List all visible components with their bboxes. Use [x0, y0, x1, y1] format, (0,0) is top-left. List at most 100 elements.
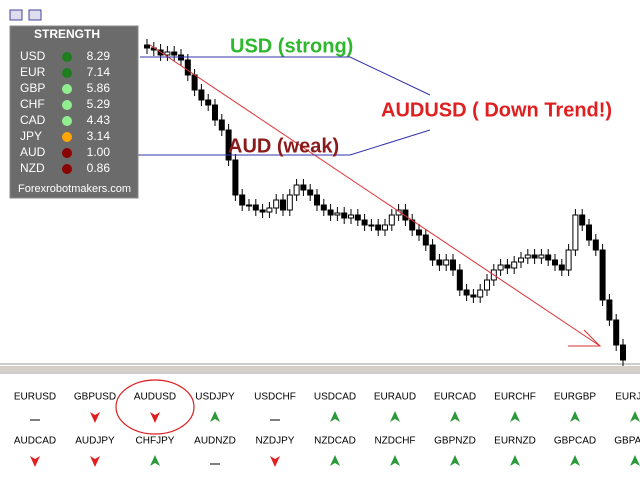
candle [314, 194, 320, 206]
candle [402, 209, 409, 221]
currency: EUR [20, 65, 46, 79]
strength-dot [62, 100, 72, 110]
candle [422, 234, 429, 246]
signal-down [90, 412, 100, 423]
pair-name[interactable]: EURGBP [554, 392, 597, 403]
candle [518, 257, 524, 263]
candle [184, 59, 191, 76]
candle [280, 199, 286, 211]
strength-value: 1.00 [87, 145, 111, 159]
candle [246, 204, 252, 207]
signal-down [90, 456, 100, 467]
pair-name[interactable]: USDCAD [314, 392, 356, 403]
candle [456, 269, 463, 291]
toolbar[interactable] [9, 9, 42, 21]
candle [144, 44, 150, 49]
candle [375, 224, 382, 231]
pair-name[interactable]: EURAUD [374, 392, 416, 403]
pair-name[interactable]: AUDUSD [134, 392, 176, 403]
candle [443, 259, 450, 266]
candle [592, 239, 599, 251]
candle [504, 264, 511, 269]
pair-name[interactable]: NZDCHF [374, 436, 415, 447]
candle [450, 259, 456, 271]
candle [545, 254, 552, 261]
candle [286, 194, 293, 211]
candle [334, 212, 341, 216]
strength-dot [62, 52, 72, 62]
candle [524, 254, 531, 259]
candle [225, 129, 232, 161]
pair-name[interactable]: NZDJPY [256, 436, 295, 447]
candle [388, 214, 395, 226]
signal-down [30, 456, 40, 467]
candle [191, 74, 198, 91]
callout-line [140, 56, 431, 96]
candle [307, 189, 314, 196]
pair-name[interactable]: NZDCAD [314, 436, 356, 447]
candle [300, 184, 307, 191]
pair-name[interactable]: GBPNZD [434, 436, 476, 447]
candle [341, 212, 348, 219]
icon[interactable] [9, 9, 23, 21]
candle [218, 119, 225, 131]
callout-line [137, 129, 431, 156]
pair-name[interactable]: EURCHF [494, 392, 536, 403]
pair-name[interactable]: EURUSD [14, 392, 56, 403]
strength-dot [62, 84, 72, 94]
candle [463, 289, 470, 296]
pair-name[interactable]: AUDCAD [14, 436, 56, 447]
candle [354, 214, 361, 221]
candle [436, 259, 443, 266]
trend-line [149, 44, 601, 347]
signal-up [630, 455, 640, 466]
strength-dot [62, 164, 72, 174]
pair-name[interactable]: AUDNZD [194, 436, 236, 447]
panel-title: STRENGTH [34, 27, 100, 41]
pair-name[interactable]: USDCHF [254, 392, 296, 403]
candle [558, 264, 565, 271]
annotation: AUD (weak) [228, 135, 339, 157]
candle [164, 51, 171, 56]
pair-name[interactable]: AUDJPY [75, 436, 115, 447]
signal-up [390, 455, 400, 466]
pair-name[interactable]: EURJPY [615, 392, 640, 403]
panel-bg [9, 25, 139, 199]
signal-up [450, 411, 460, 422]
currency: CAD [20, 113, 46, 127]
pair-name[interactable]: GBPAUD [614, 436, 640, 447]
signal-down [150, 412, 160, 423]
candle [586, 224, 592, 241]
pair-name[interactable]: EURNZD [494, 436, 536, 447]
candle [416, 229, 422, 236]
strength-dot [62, 68, 72, 78]
strength-value: 0.86 [87, 161, 111, 175]
panel-footer: Forexrobotmakers.com [18, 183, 131, 195]
icon[interactable] [28, 9, 42, 21]
strength-value: 7.14 [87, 65, 111, 79]
pair-name[interactable]: USDJPY [195, 392, 235, 403]
candle [477, 289, 484, 298]
strength-value: 4.43 [87, 113, 111, 127]
candle [565, 249, 572, 271]
candle [171, 51, 178, 56]
pair-name[interactable]: EURCAD [434, 392, 476, 403]
candle [620, 344, 626, 361]
candle [497, 264, 504, 271]
signal-up [510, 411, 520, 422]
pair-name[interactable]: CHFJPY [136, 436, 175, 447]
signal-up [570, 411, 580, 422]
signal-up [210, 411, 220, 422]
currency: JPY [20, 129, 42, 143]
candle [613, 319, 620, 346]
currency: GBP [20, 81, 45, 95]
candle [429, 244, 436, 261]
candle [198, 89, 205, 101]
candle [538, 254, 545, 259]
pair-name[interactable]: GBPCAD [554, 436, 596, 447]
pair-name[interactable]: GBPUSD [74, 392, 116, 403]
candle [327, 209, 334, 216]
candle [266, 207, 273, 213]
currency: USD [20, 49, 46, 63]
